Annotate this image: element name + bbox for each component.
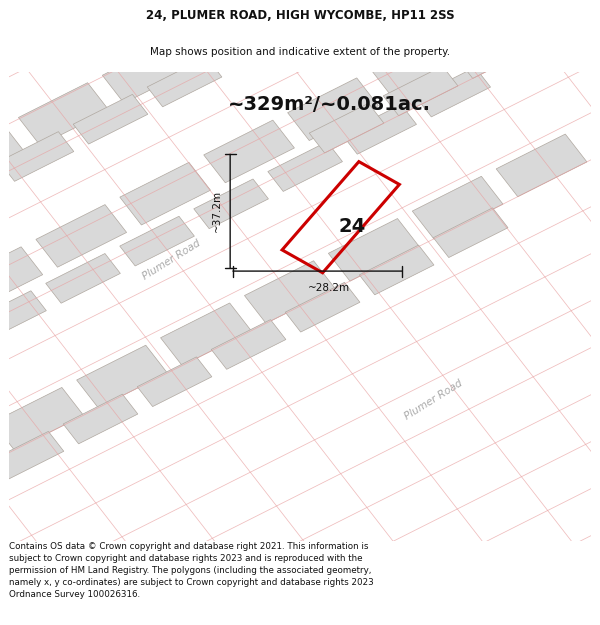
- Polygon shape: [328, 219, 419, 281]
- Polygon shape: [412, 176, 503, 239]
- Polygon shape: [63, 394, 138, 444]
- Polygon shape: [371, 36, 462, 98]
- Polygon shape: [0, 247, 43, 309]
- Polygon shape: [147, 57, 222, 107]
- Polygon shape: [433, 208, 508, 258]
- Polygon shape: [19, 82, 109, 146]
- Polygon shape: [455, 0, 546, 56]
- Polygon shape: [496, 134, 587, 197]
- Polygon shape: [211, 319, 286, 369]
- Text: 24: 24: [339, 217, 366, 236]
- Polygon shape: [0, 124, 600, 625]
- Polygon shape: [457, 29, 532, 79]
- Text: ~329m²/~0.081ac.: ~329m²/~0.081ac.: [227, 95, 431, 114]
- Polygon shape: [416, 68, 491, 117]
- Polygon shape: [342, 104, 416, 154]
- Polygon shape: [287, 78, 379, 141]
- Polygon shape: [270, 0, 361, 19]
- Polygon shape: [0, 431, 64, 481]
- Polygon shape: [73, 94, 148, 144]
- Text: 24, PLUMER ROAD, HIGH WYCOMBE, HP11 2SS: 24, PLUMER ROAD, HIGH WYCOMBE, HP11 2SS: [146, 9, 454, 22]
- Polygon shape: [0, 0, 600, 516]
- Polygon shape: [36, 204, 127, 268]
- Polygon shape: [383, 66, 458, 116]
- Polygon shape: [0, 291, 46, 341]
- Text: ~28.2m: ~28.2m: [308, 282, 350, 292]
- Polygon shape: [204, 120, 295, 182]
- Polygon shape: [77, 345, 167, 408]
- Polygon shape: [0, 125, 25, 188]
- Polygon shape: [194, 179, 268, 229]
- Text: Plumer Road: Plumer Road: [141, 238, 203, 281]
- Polygon shape: [221, 20, 296, 69]
- Polygon shape: [268, 142, 343, 191]
- Polygon shape: [120, 162, 211, 225]
- Polygon shape: [244, 261, 335, 323]
- Polygon shape: [186, 0, 277, 61]
- Text: Map shows position and indicative extent of the property.: Map shows position and indicative extent…: [150, 47, 450, 57]
- Polygon shape: [137, 357, 212, 407]
- Polygon shape: [309, 103, 384, 153]
- Text: Contains OS data © Crown copyright and database right 2021. This information is
: Contains OS data © Crown copyright and d…: [9, 542, 374, 599]
- Polygon shape: [46, 254, 121, 303]
- Polygon shape: [359, 245, 434, 295]
- Polygon shape: [532, 0, 600, 41]
- Text: ~37.2m: ~37.2m: [211, 190, 221, 232]
- Text: Plumer Road: Plumer Road: [403, 378, 464, 422]
- Polygon shape: [161, 303, 251, 366]
- Polygon shape: [120, 216, 194, 266]
- Polygon shape: [103, 41, 193, 103]
- Polygon shape: [285, 282, 360, 332]
- Polygon shape: [295, 0, 370, 32]
- Polygon shape: [0, 388, 83, 450]
- Polygon shape: [0, 132, 74, 181]
